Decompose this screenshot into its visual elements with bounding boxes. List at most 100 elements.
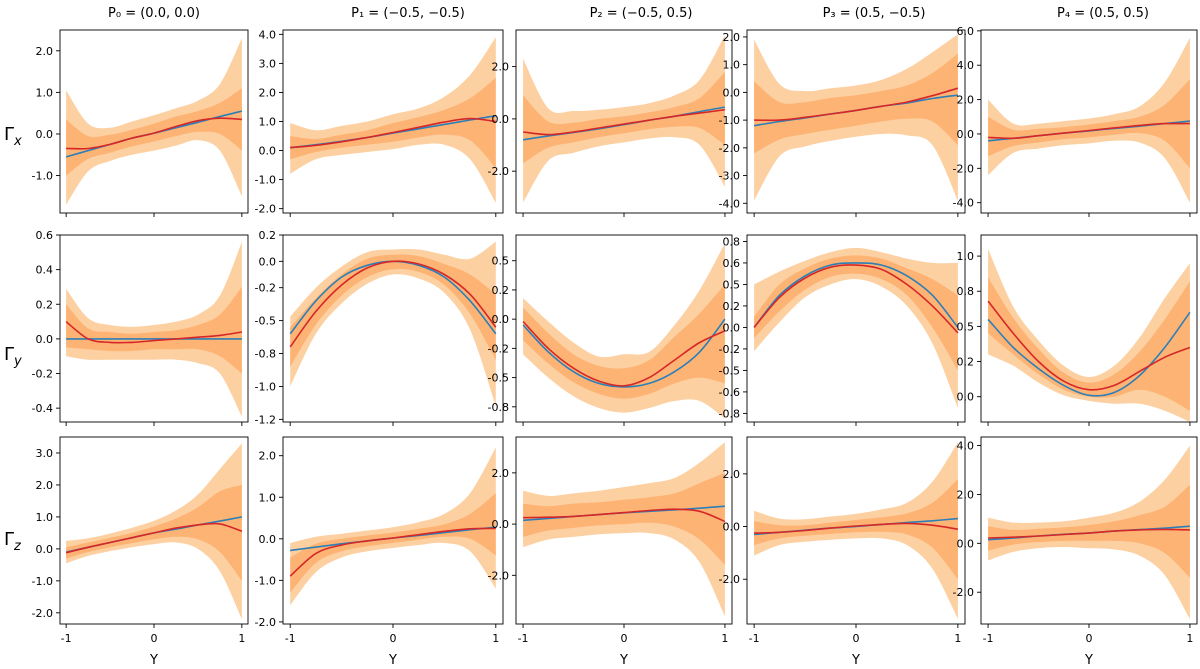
panel-r1-c1-ytick-label-4: -0.8	[255, 348, 276, 361]
panel-r0-c4-ytick-label-2: 2.0	[957, 94, 975, 107]
panel-r0-c3-plot	[753, 34, 959, 201]
panel-r1-c1-band-inner	[290, 254, 496, 367]
panel-r1-c0-band-inner	[66, 286, 242, 374]
panel-c0-xtick-label-1: 0	[151, 632, 158, 645]
panel-r2-c4-ytick-label-0: 4.0	[957, 440, 975, 453]
panel-r1-c3-ytick-label-5: -0.2	[719, 343, 740, 356]
row-label-gamma-z-symbol: Γ	[4, 529, 14, 550]
panel-r1-c4-ytick-label-3: 0.2	[957, 356, 975, 369]
panel-r1-c2-ytick-label-2: 0.0	[492, 313, 510, 326]
panel-r0-c1-ytick-label-0: 4.0	[259, 28, 277, 41]
panel-r0-c2-ytick-label-0: 2.0	[492, 61, 510, 74]
panel-r0-c2-mean-line	[523, 108, 726, 136]
panel-c0-xtick-label-0: -1	[61, 632, 72, 645]
panel-r0-c0-ytick-label-1: 1.0	[36, 86, 54, 99]
panel-r1-c2-ytick-label-4: -0.5	[488, 372, 509, 385]
panel-r2-c1-plot	[289, 447, 496, 606]
panel-r1-c1-plot	[289, 241, 497, 407]
row-label-gamma-z-sub: z	[13, 539, 22, 554]
panel-r0-c0-band-inner	[66, 88, 242, 176]
panel-r1-c3-ytick-label-8: -0.8	[719, 407, 740, 420]
panel-r0-c0-mean-line	[66, 117, 242, 150]
panel-r0-c1-ytick-label-6: -2.0	[255, 203, 276, 216]
panel-r0-c3-mean-line	[754, 87, 959, 122]
panel-r0-c4-ytick-label-4: -2.0	[953, 162, 974, 175]
panel-r0-c3: 2.0 1.0 0.0 -1.0 -2.0 -3.0 -4.0	[719, 29, 966, 217]
panel-r0-c1-mean-line	[290, 117, 496, 149]
panel-r0-c1-ytick-label-4: 0.0	[259, 145, 277, 158]
panel-r0-c3-ytick-label-3: -1.0	[719, 114, 740, 127]
panel-r0-c0: 2.0 1.0 0.0 -1.0	[32, 29, 249, 217]
row-label-gamma-x-symbol: Γ	[4, 124, 14, 145]
panel-r0-c4-ytick-label-1: 4.0	[957, 59, 975, 72]
column-title-p1: P₁ = (−0.5, −0.5)	[351, 6, 465, 21]
panel-r0-c3-ytick-label-5: -3.0	[719, 170, 740, 183]
panel-r0-c3-ytick-label-6: -4.0	[719, 197, 740, 210]
panel-r0-c1-band-inner	[290, 77, 496, 168]
panel-r2-c4: 4.0 2.0 0.0 -2.0 -1 0 1 Y	[953, 436, 1198, 668]
column-title-p0: P₀ = (0.0, 0.0)	[108, 6, 200, 21]
row-label-gamma-x: Γx	[4, 124, 22, 149]
panel-r2-c1-mean-line	[289, 527, 496, 577]
panel-r1-c2-mean-line	[522, 320, 726, 387]
panel-r0-c1-ytick-label-2: 2.0	[259, 86, 277, 99]
panel-r1-c4-mean-line	[987, 300, 1191, 391]
panel-c0-xtick-label-2: 1	[238, 632, 245, 645]
panel-r2-c1: 2.0 1.0 0.0 -1.0 -2.0 -1 0 1 Y	[255, 436, 504, 668]
panel-r1-c2-ytick-label-0: 0.5	[492, 255, 510, 268]
panel-r2-c0-ytick-label-5: -2.0	[32, 607, 53, 620]
panel-r2-c3-ytick-label-0: 2.0	[723, 468, 741, 481]
panel-r2-c2-band-inner	[523, 472, 725, 566]
panel-r1-c2-band-inner	[523, 284, 725, 399]
panel-r0-c1-ytick-label-3: 1.0	[259, 116, 277, 129]
panel-r0-c1: 4.0 3.0 2.0 1.0 0.0 -1.0 -2.0	[255, 28, 504, 217]
panel-r1-c2: 0.5 0.2 0.0 -0.2 -0.5 -0.8	[488, 234, 733, 426]
panel-r1-c1-mean-line	[289, 260, 497, 348]
panel-r1-c2-true-line	[522, 318, 726, 388]
panel-r0-c2-ytick-label-2: -2.0	[488, 165, 509, 178]
panel-r0-c1-ytick-label-1: 3.0	[259, 57, 277, 70]
panel-r0-c3-ytick-label-4: -2.0	[719, 142, 740, 155]
panel-r1-c1-ytick-label-3: -0.5	[255, 315, 276, 328]
panel-r1-c0-plot	[65, 241, 243, 417]
panel-r1-c3-ytick-label-6: -0.5	[719, 364, 740, 377]
panel-r1-c0-ytick-label-4: -0.2	[32, 368, 53, 381]
row-label-gamma-y-sub: y	[13, 354, 22, 369]
panel-r1-c3-ytick-label-3: 0.2	[723, 300, 741, 313]
panel-r2-c0-ytick-label-0: 3.0	[36, 447, 54, 460]
panel-r0-c0-ytick-label-3: -1.0	[32, 170, 53, 183]
panel-c4-xtick-label-0: -1	[983, 632, 994, 645]
panel-r1-c0-mean-line	[65, 320, 243, 344]
panel-r2-c3-ytick-label-1: 0.0	[723, 521, 741, 534]
panel-r1-c0-ytick-label-2: 0.2	[36, 298, 54, 311]
panel-r1-c4-ytick-label-1: 0.8	[957, 285, 975, 298]
panel-r1-c4-ytick-label-0: 1.0	[957, 250, 975, 263]
panel-r1-c0-ytick-label-1: 0.4	[36, 264, 54, 277]
panel-r2-c3-band-inner	[754, 479, 958, 580]
panel-c4-xlabel: Y	[1084, 653, 1093, 668]
panel-r1-c2-ytick-label-5: -0.8	[488, 401, 509, 414]
panel-r0-c2: 2.0 0.0 -2.0	[488, 29, 733, 217]
panel-r1-c3-mean-line	[753, 264, 959, 334]
panel-r0-c2-ytick-label-1: 0.0	[492, 113, 510, 126]
panel-r2-c2-ytick-label-2: -2.0	[488, 569, 509, 582]
panel-r1-c4-plot	[987, 249, 1191, 422]
panel-r2-c2-ytick-label-0: 2.0	[492, 467, 510, 480]
panel-r0-c4-ytick-label-0: 6.0	[957, 25, 975, 38]
panel-r2-c0-mean-line	[65, 522, 243, 554]
panel-c3-xtick-label-2: 1	[954, 632, 961, 645]
panel-r2-c1-band-inner	[290, 493, 496, 593]
panel-r1-c4-ytick-label-4: 0.0	[957, 391, 975, 404]
panel-r2-c3: 2.0 0.0 -2.0 -1 0 1 Y	[719, 436, 966, 668]
panel-r1-c3-ytick-label-4: 0.0	[723, 321, 741, 334]
row-labels: Γx Γy Γz	[4, 124, 22, 554]
row-label-gamma-y-symbol: Γ	[4, 344, 14, 365]
panel-r1-c0: 0.6 0.4 0.2 0.0 -0.2 -0.4	[32, 229, 249, 426]
panel-c2-xtick-label-0: -1	[518, 632, 529, 645]
panel-r1-c2-plot	[522, 243, 726, 419]
panel-r1-c4: 1.0 0.8 0.5 0.2 0.0	[957, 234, 1198, 426]
panel-c3-xtick-label-0: -1	[749, 632, 760, 645]
panel-r1-c3: 0.8 0.6 0.5 0.2 0.0 -0.2 -0.5 -0.6 -0.8	[719, 234, 966, 426]
panel-r2-c2: 2.0 0.0 -2.0 -1 0 1 Y	[488, 436, 733, 668]
